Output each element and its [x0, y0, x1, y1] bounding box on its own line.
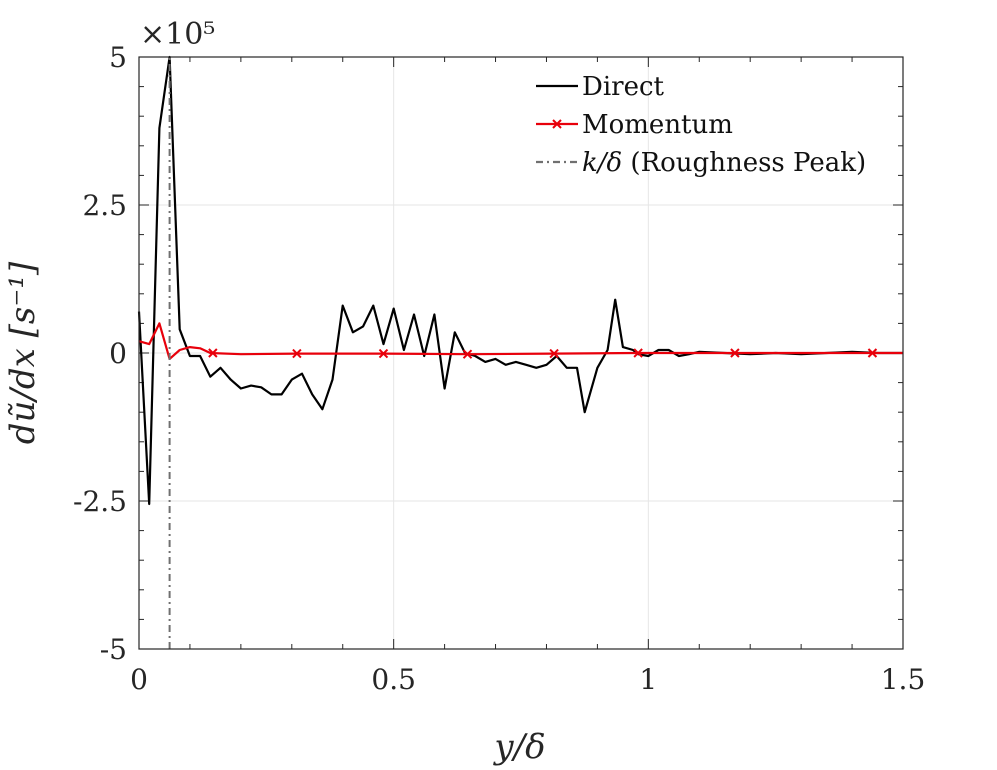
legend-label: k/δ (Roughness Peak): [582, 148, 866, 178]
y-exponent-label: ×10⁵: [140, 17, 215, 52]
marker-stroke: [208, 348, 218, 358]
x-axis-label: y/δ: [492, 727, 545, 767]
marker-stroke: [867, 348, 878, 358]
data-point-marker: [378, 348, 389, 359]
data-point-marker: [549, 348, 559, 359]
y-tick-label: -5: [100, 633, 127, 666]
marker-stroke: [378, 348, 389, 359]
x-tick-label: 1.5: [881, 663, 926, 696]
y-tick-label: 0: [109, 337, 127, 370]
series-line-momentum: [138, 322, 903, 360]
legend-entry: k/δ (Roughness Peak): [536, 148, 866, 178]
x-tick-label: 0: [130, 663, 148, 696]
plot-area-frame: [138, 56, 904, 650]
legend-label-text: (Roughness Peak): [622, 148, 866, 178]
data-point-marker: [633, 348, 643, 358]
x-tick-label: 1: [639, 663, 657, 696]
data-point-marker: [208, 348, 218, 358]
series-layer: [137, 55, 903, 649]
legend: Direct Momentum k/δ (Roughness Peak): [536, 72, 866, 178]
legend-label: Momentum: [582, 110, 733, 140]
y-tick-label: -2.5: [73, 485, 127, 518]
legend-label: Direct: [582, 72, 665, 102]
y-tick-label: 5: [109, 41, 127, 74]
marker-stroke: [730, 348, 740, 358]
y-tick-labels: -5 -2.5 0 2.5 5: [73, 41, 127, 666]
x-tick-label: 0.5: [371, 663, 416, 696]
x-tick-labels: 0 0.5 1 1.5: [130, 663, 925, 696]
marker-stroke: [292, 348, 302, 359]
legend-marker: [552, 119, 562, 129]
data-point-marker: [730, 348, 740, 358]
marker-stroke: [549, 348, 559, 359]
data-point-marker: [867, 348, 878, 358]
y-tick-label: 2.5: [82, 189, 127, 222]
data-point-marker: [292, 348, 302, 359]
legend-entry: Direct: [536, 72, 665, 102]
y-axis-label: dũ/dx [s⁻¹]: [3, 261, 43, 444]
data-point-marker: [462, 349, 473, 359]
legend-label-math: k/δ: [582, 148, 622, 178]
marker-stroke: [633, 348, 643, 358]
series-line-direct: [137, 55, 903, 506]
legend-entry: Momentum: [536, 110, 733, 140]
marker-stroke: [462, 349, 473, 359]
